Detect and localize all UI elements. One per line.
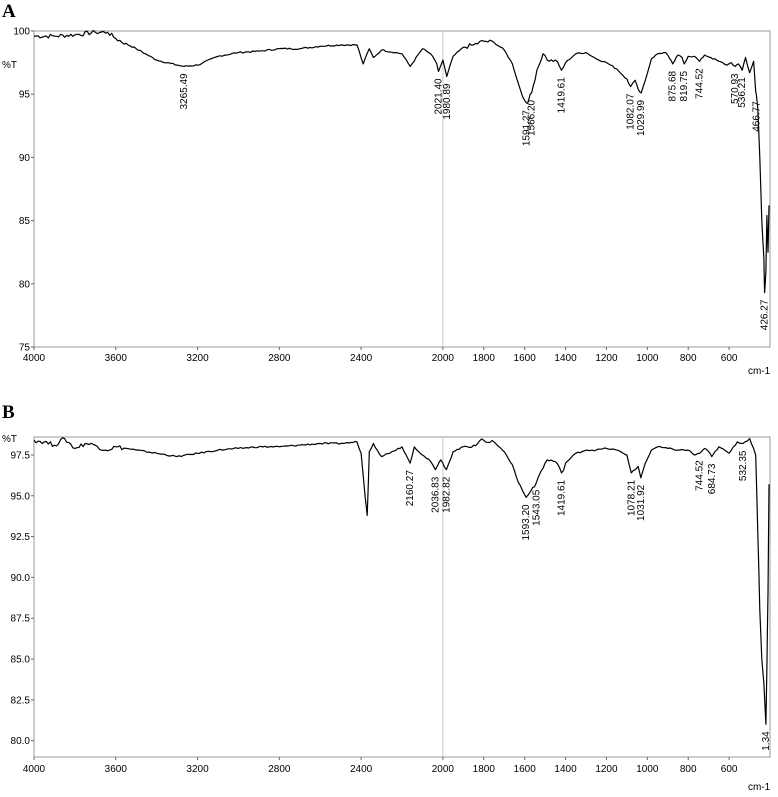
x-tick-label: 2000 [432, 353, 455, 364]
y-tick-label: 97.5 [11, 450, 31, 461]
panel-letter: B [2, 402, 15, 423]
y-tick-label: 75 [19, 343, 31, 354]
x-axis-label: cm-1 [748, 366, 771, 377]
x-tick-label: 4000 [23, 764, 46, 775]
x-tick-label: 2800 [268, 353, 291, 364]
peak-label: 744.52 [695, 68, 706, 99]
y-tick-label: 80.0 [11, 736, 31, 747]
x-tick-label: 1200 [595, 764, 618, 775]
peak-label: 532.35 [738, 450, 749, 481]
panel-a: A %T 75 80 85 90 95 100 4000 3600 3200 2800 2400 2000… [2, 1, 771, 377]
x-tick-label: 1400 [554, 353, 577, 364]
x-tick-label: 1800 [473, 353, 496, 364]
x-tick-label: 1000 [636, 764, 659, 775]
peak-label: 875.68 [668, 70, 679, 101]
peak-label: 744.52 [695, 460, 706, 491]
peak-label: 1078.21 [626, 479, 637, 516]
y-axis-label: %T [2, 434, 17, 445]
peak-label: 1591.27 [522, 110, 533, 147]
peak-label: 2021.40 [434, 78, 445, 115]
x-tick-label: 800 [680, 764, 697, 775]
x-tick-label: 600 [721, 764, 738, 775]
peak-label: 426.27 [760, 299, 771, 330]
y-tick-label: 85.0 [11, 655, 31, 666]
peak-label: 1566.20 [527, 99, 538, 136]
y-tick-label: 85 [19, 216, 31, 227]
x-tick-label: 1800 [473, 764, 496, 775]
y-tick-label: 100 [13, 27, 30, 38]
peak-label: 1980.89 [442, 83, 453, 120]
x-tick-label: 2400 [350, 764, 373, 775]
y-tick-label: 90.0 [11, 573, 31, 584]
x-tick-label: 2400 [350, 353, 373, 364]
x-tick-label: 3600 [105, 764, 128, 775]
x-tick-label: 2800 [268, 764, 291, 775]
x-tick-label: 3600 [105, 353, 128, 364]
peak-label: 3265.49 [179, 73, 190, 110]
x-tick-label: 2000 [432, 764, 455, 775]
y-tick-label: 95 [19, 90, 31, 101]
x-tick-label: 3200 [186, 764, 209, 775]
peak-label: 1419.61 [557, 479, 568, 516]
peak-label: 684.73 [707, 463, 718, 494]
peak-label: 1031.92 [636, 484, 647, 521]
peak-label: 536.21 [737, 77, 748, 108]
spectrum-line [33, 437, 770, 725]
x-tick-label: 800 [680, 353, 697, 364]
y-tick-label: 80 [19, 279, 31, 290]
peak-label: 819.75 [679, 70, 690, 101]
peak-label: 1029.99 [636, 99, 647, 136]
peak-label: 1419.61 [557, 77, 568, 114]
peak-label: 1593.20 [521, 504, 532, 541]
panel-letter: A [2, 1, 16, 22]
plot-frame [33, 30, 771, 348]
peak-label: 2160.27 [405, 470, 416, 507]
y-tick-label: 87.5 [11, 614, 31, 625]
peak-label: 2036.83 [430, 476, 441, 513]
x-axis-label: cm-1 [748, 782, 771, 793]
peak-label: 1082.07 [626, 93, 637, 130]
panel-b: B %T 80.0 82.5 85.0 87.5 90.0 92.5 95.0 97.5 4000 3… [2, 402, 772, 793]
x-tick-label: 1400 [554, 764, 577, 775]
y-tick-label: 82.5 [11, 695, 31, 706]
peak-label: 570.93 [730, 73, 741, 104]
x-tick-label: 3200 [186, 353, 209, 364]
peak-label: 1.34 [761, 731, 772, 751]
y-axis-label: %T [2, 60, 17, 71]
x-tick-label: 600 [721, 353, 738, 364]
plot-frame [33, 436, 771, 758]
peak-label: 1982.82 [441, 476, 452, 513]
y-tick-label: 92.5 [11, 532, 31, 543]
peak-label: 1543.05 [531, 489, 542, 526]
y-tick-label: 90 [19, 153, 31, 164]
spectrum-line [34, 29, 770, 294]
y-tick-label: 95.0 [11, 491, 31, 502]
x-tick-label: 1200 [595, 353, 618, 364]
peak-label: 466.77 [751, 101, 762, 132]
x-tick-label: 1000 [636, 353, 659, 364]
x-tick-label: 1600 [514, 764, 537, 775]
x-tick-label: 4000 [23, 353, 46, 364]
x-tick-label: 1600 [514, 353, 537, 364]
